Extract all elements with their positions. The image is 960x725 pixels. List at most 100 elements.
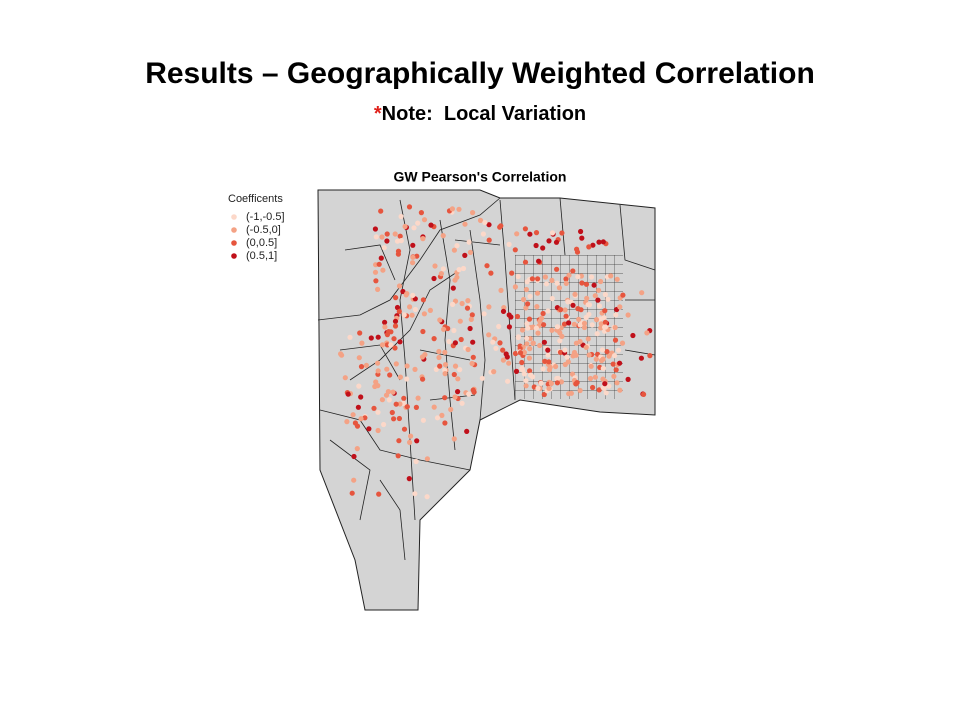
point <box>424 456 430 462</box>
point <box>338 351 344 357</box>
point <box>572 291 578 297</box>
point <box>355 404 361 410</box>
point <box>410 242 416 248</box>
point <box>493 345 499 351</box>
point <box>379 342 386 348</box>
point <box>549 230 556 236</box>
point <box>351 453 357 460</box>
point <box>585 336 591 342</box>
point <box>546 238 552 244</box>
point <box>379 397 385 403</box>
point <box>549 295 555 302</box>
point <box>601 315 607 321</box>
point <box>431 404 437 410</box>
point <box>566 272 572 278</box>
point <box>557 338 563 344</box>
point <box>486 304 492 310</box>
point <box>407 439 413 445</box>
point <box>491 369 497 375</box>
point <box>521 371 528 377</box>
point <box>359 340 365 346</box>
point <box>613 367 619 373</box>
point <box>391 416 397 422</box>
point <box>384 231 390 237</box>
point <box>371 405 377 411</box>
point <box>415 395 421 401</box>
point <box>557 330 563 336</box>
point <box>599 357 605 364</box>
point <box>554 324 561 330</box>
point <box>420 328 426 335</box>
point <box>617 304 623 310</box>
point <box>540 366 546 372</box>
point <box>647 353 653 359</box>
point <box>420 236 426 242</box>
point <box>506 312 512 318</box>
point <box>358 416 364 422</box>
point <box>387 372 393 378</box>
point <box>441 326 447 332</box>
point <box>452 394 458 400</box>
point <box>420 417 426 423</box>
point <box>397 233 403 239</box>
point <box>542 358 548 364</box>
point <box>540 310 546 317</box>
point <box>592 374 599 380</box>
point <box>593 317 600 323</box>
point <box>527 231 533 237</box>
point <box>535 330 541 336</box>
point <box>465 346 471 353</box>
point <box>558 307 564 313</box>
point <box>569 371 576 377</box>
point <box>421 311 427 317</box>
point <box>480 231 486 237</box>
point <box>459 400 465 406</box>
point <box>375 368 381 374</box>
point <box>380 267 386 273</box>
point <box>482 219 488 226</box>
point <box>457 318 463 324</box>
point <box>410 254 416 260</box>
point <box>481 311 487 317</box>
point <box>486 237 492 243</box>
point <box>498 287 504 293</box>
point <box>375 334 381 340</box>
point <box>581 324 588 331</box>
point <box>543 281 550 287</box>
point <box>537 342 543 349</box>
point <box>391 336 397 342</box>
point <box>455 389 461 395</box>
point <box>558 379 565 385</box>
point <box>466 239 472 245</box>
point <box>497 340 503 346</box>
point <box>408 433 414 439</box>
note: *Note: Local Variation <box>374 103 586 125</box>
legend-swatch <box>231 240 237 246</box>
point <box>583 344 589 350</box>
point <box>611 373 617 379</box>
point <box>356 355 362 361</box>
point <box>378 208 384 214</box>
point <box>479 375 485 381</box>
point <box>347 334 353 340</box>
point <box>538 380 544 386</box>
point <box>583 281 590 287</box>
point <box>431 336 437 342</box>
point <box>602 324 608 330</box>
point <box>506 241 512 247</box>
point <box>401 426 408 432</box>
point <box>420 297 426 303</box>
point <box>534 304 540 310</box>
point <box>458 336 464 343</box>
point <box>545 308 551 314</box>
point <box>358 364 365 370</box>
point <box>523 305 529 311</box>
point <box>401 395 407 401</box>
point <box>522 226 529 232</box>
point <box>420 376 426 382</box>
point <box>527 368 533 374</box>
point <box>345 391 351 397</box>
point <box>358 394 364 400</box>
point <box>431 275 437 282</box>
